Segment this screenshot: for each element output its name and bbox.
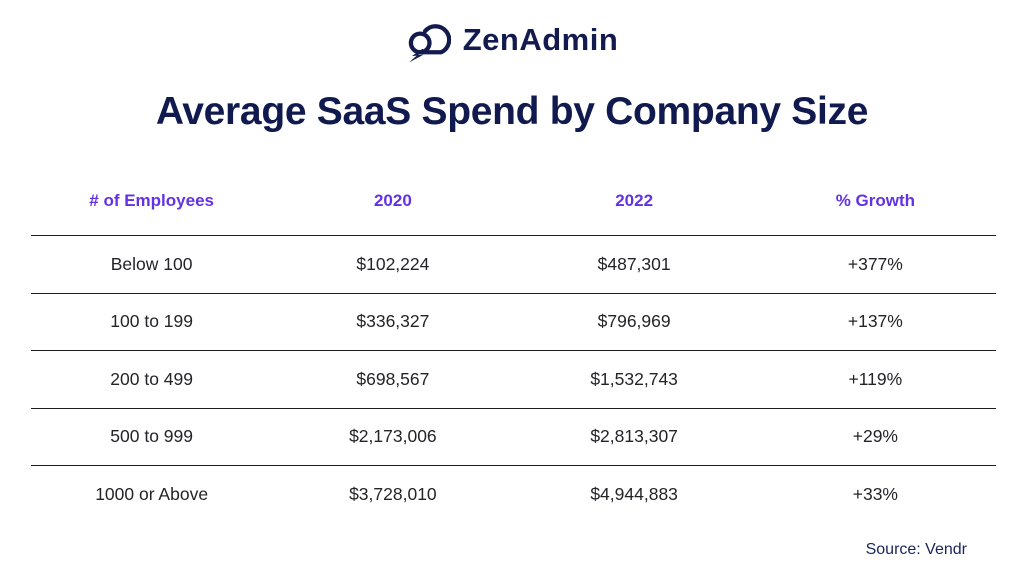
column-header-employees: # of Employees — [89, 191, 214, 210]
table-cell: 100 to 199 — [110, 311, 193, 332]
table-cell: +29% — [852, 426, 898, 447]
table-cell: $336,327 — [356, 311, 430, 332]
column-header-2020: 2020 — [373, 191, 412, 210]
table-cell: $2,173,006 — [349, 426, 437, 447]
table-cell: $3,728,010 — [349, 484, 437, 505]
table-cell: $102,224 — [356, 253, 430, 274]
table-header-row: # of Employees 2020 2022 % Growth — [31, 167, 996, 236]
table-cell: 1000 or Above — [95, 484, 209, 505]
table-cell: Below 100 — [110, 253, 193, 274]
cloud-lightning-icon — [408, 24, 451, 63]
source-attribution: Source: Vendr — [865, 541, 967, 558]
table-row: Below 100 $102,224 $487,301 +377% — [31, 236, 996, 294]
page-title: Average SaaS Spend by Company Size — [155, 90, 869, 133]
table-cell: $796,969 — [597, 311, 671, 332]
column-header-2022: 2022 — [615, 191, 654, 210]
table-cell: +137% — [847, 311, 903, 332]
table-cell: $2,813,307 — [590, 426, 678, 447]
table-cell: $1,532,743 — [590, 368, 678, 389]
brand-name: ZenAdmin — [462, 21, 619, 57]
table-cell: +119% — [848, 368, 903, 389]
table-row: 1000 or Above $3,728,010 $4,944,883 +33% — [31, 466, 996, 524]
column-header-growth: % Growth — [835, 191, 916, 210]
table-cell: $698,567 — [356, 368, 430, 389]
table-row: 500 to 999 $2,173,006 $2,813,307 +29% — [31, 409, 996, 466]
table-cell: $487,301 — [597, 253, 671, 274]
table-cell: +33% — [852, 484, 898, 505]
table-row: 200 to 499 $698,567 $1,532,743 +119% — [31, 351, 996, 409]
table-cell: $4,944,883 — [590, 484, 678, 505]
table-row: 100 to 199 $336,327 $796,969 +137% — [31, 294, 996, 351]
table-cell: +377% — [847, 253, 903, 274]
zenadmin-logo: ZenAdmin — [0, 12, 1024, 67]
table-cell: 500 to 999 — [110, 426, 193, 447]
saas-spend-table: # of Employees 2020 2022 % Growth Below … — [31, 167, 996, 524]
table-cell: 200 to 499 — [110, 368, 193, 389]
